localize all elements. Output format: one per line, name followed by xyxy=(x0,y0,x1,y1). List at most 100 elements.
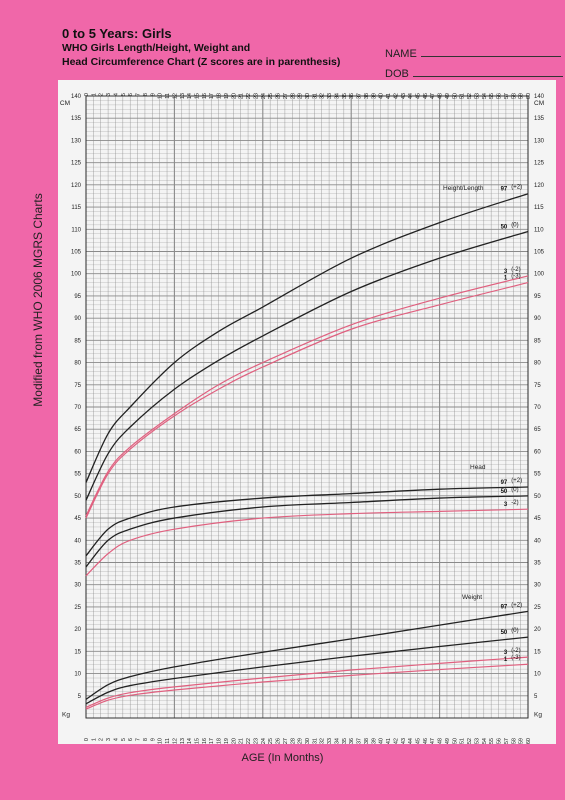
x-tick-label-top: 44 xyxy=(408,93,414,99)
x-tick-label-top: 11 xyxy=(165,93,171,99)
y-unit-top-right: CM xyxy=(534,100,544,107)
x-tick-label-top: 2 xyxy=(99,93,105,96)
plot-border xyxy=(85,95,529,719)
z-score-label: (-2) xyxy=(511,648,520,654)
x-tick-label-bottom: 60 xyxy=(526,738,532,744)
x-tick-label-top: 29 xyxy=(298,93,304,99)
y-tick-label-right: 5 xyxy=(534,694,538,700)
x-tick-label-bottom: 11 xyxy=(165,738,171,744)
y-tick-label-left: 80 xyxy=(74,361,81,367)
x-tick-label-top: 3 xyxy=(106,93,112,96)
x-tick-label-top: 4 xyxy=(113,93,119,96)
dob-field[interactable]: DOB xyxy=(385,66,563,80)
x-tick-label-top: 57 xyxy=(504,93,510,99)
subtitle-line-1: WHO Girls Length/Height, Weight and xyxy=(62,42,251,54)
x-tick-label-bottom: 23 xyxy=(253,738,259,744)
x-tick-label-bottom: 19 xyxy=(224,738,230,744)
y-tick-label-left: 45 xyxy=(74,516,81,522)
x-tick-label-bottom: 21 xyxy=(239,738,245,744)
x-tick-label-top: 37 xyxy=(357,93,363,99)
x-tick-label-bottom: 28 xyxy=(290,738,296,744)
x-tick-label-top: 30 xyxy=(305,93,311,99)
x-tick-label-top: 20 xyxy=(231,93,237,99)
y-tick-label-left: 65 xyxy=(74,427,81,433)
x-tick-label-bottom: 50 xyxy=(452,738,458,744)
group-label-weight: Weight xyxy=(462,594,482,601)
x-tick-label-bottom: 18 xyxy=(217,738,223,744)
x-tick-label-bottom: 12 xyxy=(172,738,178,744)
x-tick-label-bottom: 7 xyxy=(136,738,142,741)
x-tick-label-top: 10 xyxy=(158,93,164,99)
percentile-label: 1 xyxy=(504,276,508,282)
x-tick-label-top: 0 xyxy=(84,93,90,96)
x-tick-label-bottom: 56 xyxy=(497,738,503,744)
y-tick-label-left: 30 xyxy=(74,583,81,589)
x-tick-label-bottom: 16 xyxy=(202,738,208,744)
y-tick-label-left: 140 xyxy=(71,94,82,100)
curve-height-length-p1 xyxy=(85,282,529,519)
x-tick-label-top: 34 xyxy=(334,93,340,99)
y-tick-label-left: 105 xyxy=(71,250,82,256)
name-field[interactable]: NAME xyxy=(385,46,561,60)
y-tick-label-left: 10 xyxy=(74,672,81,678)
x-tick-label-bottom: 15 xyxy=(195,738,201,744)
x-tick-label-bottom: 41 xyxy=(386,738,392,744)
x-tick-label-top: 28 xyxy=(290,93,296,99)
x-tick-label-top: 21 xyxy=(239,93,245,99)
y-tick-label-right: 70 xyxy=(534,405,541,411)
x-tick-label-top: 22 xyxy=(246,93,252,99)
x-tick-label-bottom: 9 xyxy=(150,738,156,741)
x-tick-label-top: 19 xyxy=(224,93,230,99)
y-tick-label-right: 40 xyxy=(534,538,541,544)
y-tick-label-right: 90 xyxy=(534,316,541,322)
y-tick-label-left: 130 xyxy=(71,138,82,144)
x-tick-label-top: 48 xyxy=(438,93,444,99)
name-line[interactable] xyxy=(420,46,561,57)
z-score-label: (-3) xyxy=(511,655,520,661)
x-tick-label-bottom: 57 xyxy=(504,738,510,744)
y-tick-label-right: 75 xyxy=(534,383,541,389)
curve-height-length-p97 xyxy=(85,193,529,483)
y-tick-label-left: 90 xyxy=(74,316,81,322)
y-tick-label-right: 125 xyxy=(534,161,545,167)
x-tick-label-bottom: 2 xyxy=(99,738,105,741)
x-tick-label-top: 23 xyxy=(253,93,259,99)
x-tick-label-bottom: 35 xyxy=(342,738,348,744)
x-tick-label-top: 59 xyxy=(519,93,525,99)
y-tick-label-right: 135 xyxy=(534,116,545,122)
y-tick-label-left: 20 xyxy=(74,627,81,633)
y-tick-label-left: 40 xyxy=(74,538,81,544)
y-tick-label-left: 55 xyxy=(74,472,81,478)
x-tick-label-bottom: 26 xyxy=(276,738,282,744)
x-tick-label-top: 54 xyxy=(482,93,488,99)
dob-line[interactable] xyxy=(412,66,563,77)
y-tick-label-left: 75 xyxy=(74,383,81,389)
x-tick-label-bottom: 43 xyxy=(401,738,407,744)
x-tick-label-top: 42 xyxy=(393,93,399,99)
x-tick-label-bottom: 22 xyxy=(246,738,252,744)
y-tick-label-left: 95 xyxy=(74,294,81,300)
x-tick-label-top: 8 xyxy=(143,93,149,96)
x-tick-label-bottom: 48 xyxy=(438,738,444,744)
percentile-label: 3 xyxy=(504,269,508,275)
y-tick-label-right: 30 xyxy=(534,583,541,589)
x-tick-label-top: 58 xyxy=(511,93,517,99)
x-tick-label-bottom: 49 xyxy=(445,738,451,744)
x-tick-label-bottom: 38 xyxy=(364,738,370,744)
x-tick-label-bottom: 46 xyxy=(423,738,429,744)
x-tick-label-top: 49 xyxy=(445,93,451,99)
y-tick-label-right: 105 xyxy=(534,250,545,256)
x-tick-label-bottom: 14 xyxy=(187,738,193,744)
x-tick-label-top: 24 xyxy=(261,93,267,99)
x-tick-label-top: 35 xyxy=(342,93,348,99)
x-tick-label-top: 12 xyxy=(172,93,178,99)
x-tick-label-bottom: 32 xyxy=(320,738,326,744)
x-tick-label-top: 50 xyxy=(452,93,458,99)
x-tick-label-top: 47 xyxy=(430,93,436,99)
percentile-label: 50 xyxy=(501,225,508,231)
y-tick-label-right: 60 xyxy=(534,449,541,455)
x-tick-label-bottom: 37 xyxy=(357,738,363,744)
x-tick-label-top: 26 xyxy=(276,93,282,99)
x-tick-label-top: 27 xyxy=(283,93,289,99)
